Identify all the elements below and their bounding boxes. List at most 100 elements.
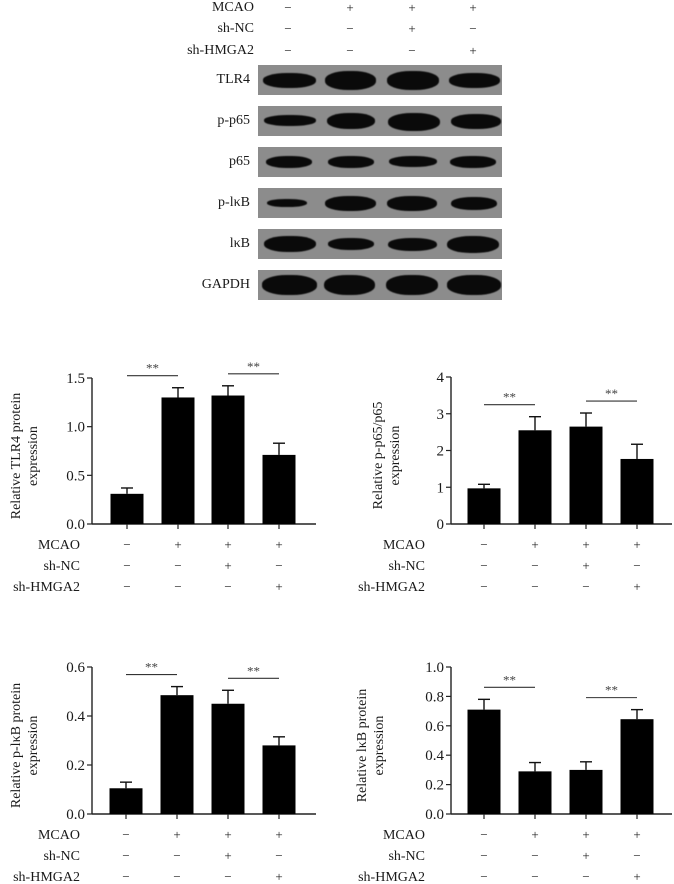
band xyxy=(449,73,500,88)
blot-row-label: p-p65 xyxy=(217,113,250,128)
condition-sign: − xyxy=(122,827,129,842)
bar xyxy=(518,430,552,524)
condition-sign: − xyxy=(122,848,129,863)
band xyxy=(327,113,375,129)
condition-label: MCAO xyxy=(383,828,425,843)
band xyxy=(386,275,438,295)
condition-sign: − xyxy=(633,558,640,573)
y-tick-label: 4 xyxy=(437,370,445,386)
condition-label: sh-HMGA2 xyxy=(13,870,80,884)
condition-sign: + xyxy=(582,558,589,573)
band xyxy=(447,275,501,295)
band xyxy=(325,71,376,90)
significance-marker: ** xyxy=(145,660,158,675)
condition-sign: − xyxy=(469,21,477,36)
condition-sign: − xyxy=(284,0,292,15)
y-tick-label: 0.6 xyxy=(425,719,444,735)
condition-sign: + xyxy=(174,537,181,552)
y-axis-label: Relative p-p65/p65 xyxy=(371,402,386,510)
condition-sign: + xyxy=(275,869,282,884)
condition-sign: − xyxy=(224,579,231,594)
blot-panel xyxy=(258,147,502,177)
bar xyxy=(569,769,603,814)
band xyxy=(264,236,316,252)
condition-sign: + xyxy=(408,21,416,36)
bar xyxy=(262,745,296,814)
significance-marker: ** xyxy=(247,663,260,678)
condition-label: sh-HMGA2 xyxy=(13,580,80,595)
y-tick-label: 1.0 xyxy=(66,420,85,436)
y-tick-label: 0.2 xyxy=(425,778,444,794)
bar-chart-tlr4: 0.0 0.5 1.0 1.5 Relative TLR4 protein express… xyxy=(9,360,316,595)
condition-sign: + xyxy=(346,0,354,15)
condition-sign: − xyxy=(480,579,487,594)
condition-sign: − xyxy=(531,558,538,573)
condition-label: sh-HMGA2 xyxy=(358,580,425,595)
condition-sign: − xyxy=(174,558,181,573)
band xyxy=(262,275,317,295)
band xyxy=(387,196,437,211)
condition-sign: + xyxy=(582,848,589,863)
condition-sign: − xyxy=(123,558,130,573)
condition-sign: − xyxy=(174,579,181,594)
y-axis-label: expression xyxy=(26,716,41,776)
y-tick-label: 3 xyxy=(437,407,445,423)
significance-marker: ** xyxy=(503,390,516,405)
condition-sign: + xyxy=(408,0,416,15)
bar-chart-ikb: 0.0 0.2 0.4 0.6 0.8 1.0 Relative lκB protein ex… xyxy=(355,660,672,884)
condition-sign: − xyxy=(480,848,487,863)
y-axis-label: expression xyxy=(26,426,41,486)
band xyxy=(263,73,316,88)
band xyxy=(388,113,440,131)
band xyxy=(387,71,439,90)
band xyxy=(450,156,496,168)
condition-sign: + xyxy=(582,537,589,552)
blot-panel xyxy=(258,270,502,300)
condition-sign: − xyxy=(582,869,589,884)
condition-sign: + xyxy=(275,827,282,842)
blot-row-label: TLR4 xyxy=(216,72,250,87)
condition-sign: + xyxy=(582,827,589,842)
condition-sign: + xyxy=(469,43,477,58)
band xyxy=(447,236,499,253)
bar xyxy=(161,397,195,524)
blot-row-label: p-lκB xyxy=(218,195,250,210)
y-tick-label: 0.8 xyxy=(425,689,444,705)
condition-sign: − xyxy=(284,21,292,36)
band xyxy=(267,199,307,207)
band xyxy=(389,156,437,167)
significance-marker: ** xyxy=(146,361,159,376)
condition-sign: − xyxy=(173,869,180,884)
band xyxy=(266,156,312,168)
condition-sign: − xyxy=(582,579,589,594)
condition-sign: − xyxy=(531,848,538,863)
y-tick-label: 0 xyxy=(437,517,445,533)
condition-sign: + xyxy=(531,537,538,552)
condition-sign: − xyxy=(633,848,640,863)
condition-label: MCAO xyxy=(38,828,80,843)
condition-sign: + xyxy=(224,848,231,863)
bar xyxy=(467,488,501,524)
condition-sign: + xyxy=(633,537,640,552)
condition-sign: + xyxy=(531,827,538,842)
y-tick-label: 0.6 xyxy=(66,660,85,676)
condition-label: sh-HMGA2 xyxy=(187,43,254,58)
condition-sign: + xyxy=(275,537,282,552)
band xyxy=(388,238,437,251)
y-tick-label: 0.4 xyxy=(66,709,85,725)
blot-row-label: p65 xyxy=(229,154,250,169)
condition-sign: − xyxy=(224,869,231,884)
bar-chart-p-ikb: 0.0 0.2 0.4 0.6 Relative p-lκB protein expres… xyxy=(9,660,316,884)
condition-sign: − xyxy=(531,869,538,884)
significance-marker: ** xyxy=(503,672,516,687)
condition-label: sh-NC xyxy=(43,849,80,864)
bar xyxy=(262,454,296,524)
bar xyxy=(110,493,144,524)
bar xyxy=(569,426,603,524)
condition-sign: − xyxy=(123,537,130,552)
y-tick-label: 2 xyxy=(437,444,445,460)
condition-sign: + xyxy=(633,579,640,594)
significance-marker: ** xyxy=(247,360,260,374)
blot-row-label: lκB xyxy=(229,236,250,251)
bar xyxy=(620,719,654,814)
